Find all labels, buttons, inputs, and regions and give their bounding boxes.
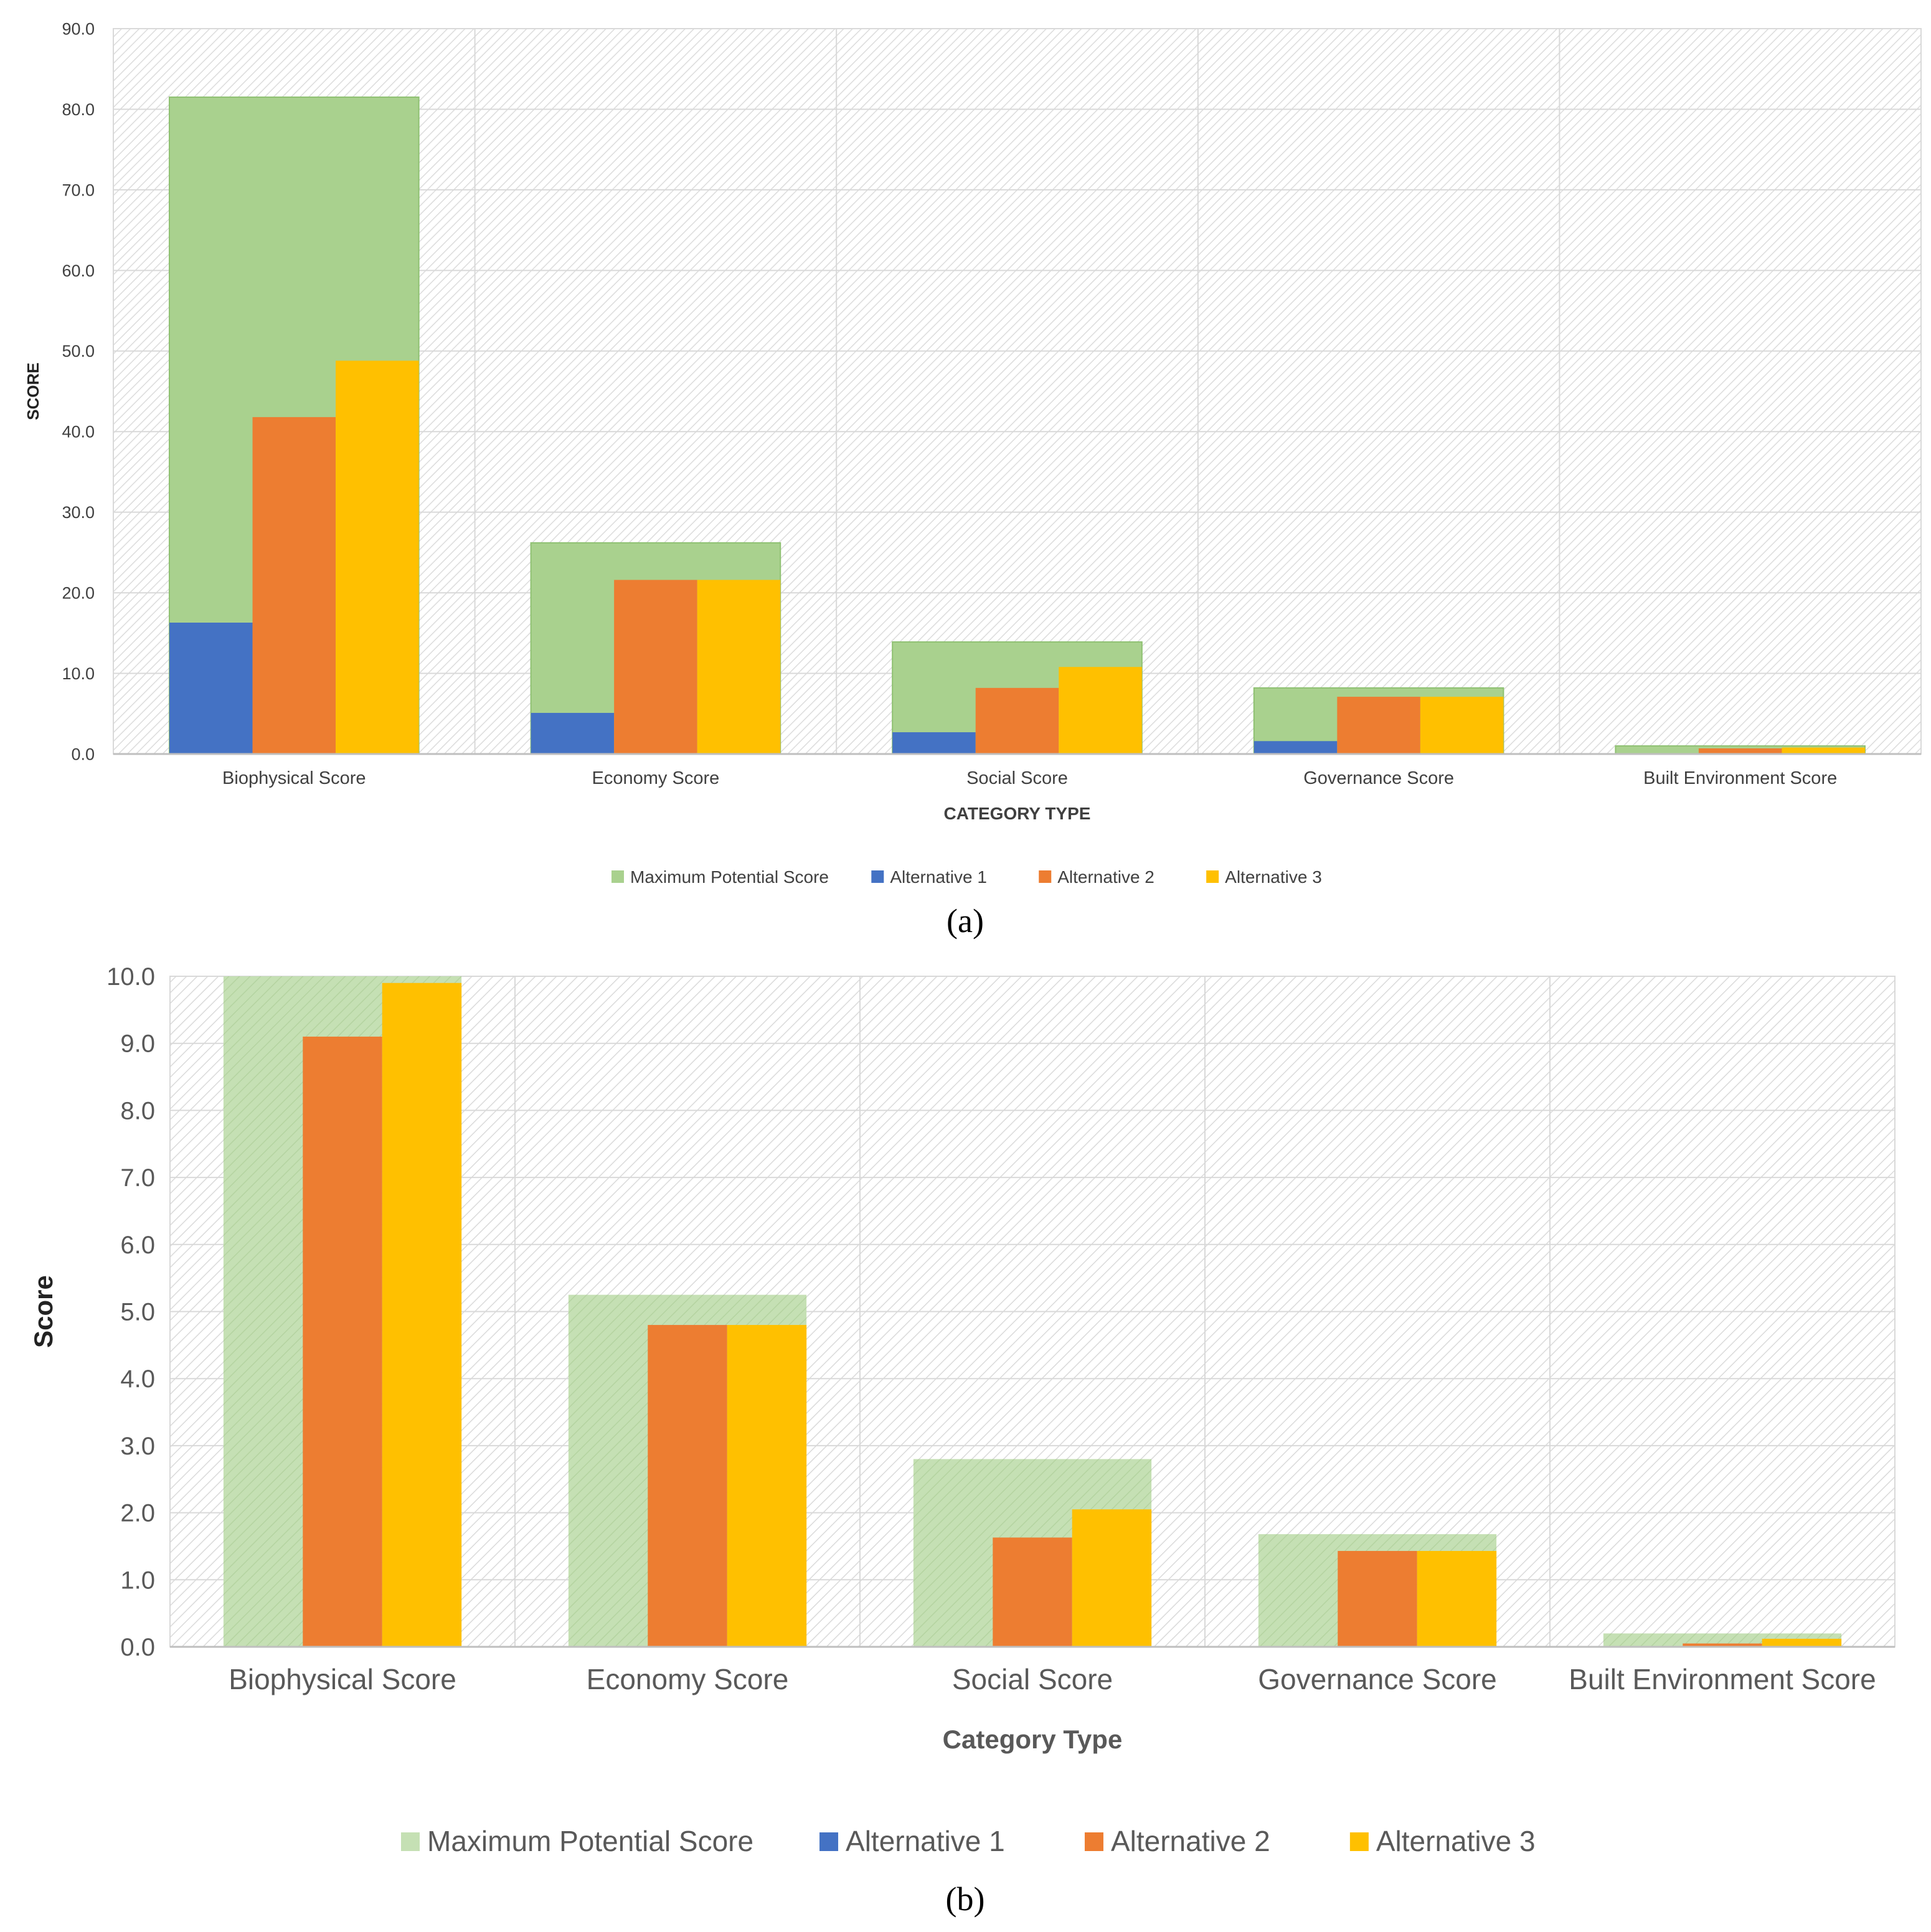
x-axis-title: Category Type — [943, 1725, 1123, 1754]
y-tick-label: 6.0 — [120, 1232, 155, 1259]
chart-panel-b: 0.0 1.0 2.0 3.0 4.0 5.0 6.0 7.0 8.0 9.0 10.0 Biophy… — [29, 963, 1896, 1857]
x-category-label: Biophysical Score — [222, 768, 366, 788]
y-tick-label: 30.0 — [62, 503, 95, 522]
bar-alternative-2-economy-score — [614, 580, 697, 754]
chart-panel-a: 0.0 10.0 20.0 30.0 40.0 50.0 60.0 70.0 80.0 90.0 B… — [24, 19, 1922, 887]
bar-alternative-3-social-score — [1059, 667, 1142, 754]
y-tick-label: 10.0 — [106, 963, 155, 991]
bar-alternative-2-built-environment-score — [1683, 1643, 1762, 1647]
y-tick-label: 4.0 — [120, 1365, 155, 1393]
bar-alternative-3-economy-score — [727, 1325, 807, 1647]
legend-label: Maximum Potential Score — [427, 1825, 753, 1857]
y-tick-label: 5.0 — [120, 1299, 155, 1326]
y-tick-label: 2.0 — [120, 1500, 155, 1527]
y-axis-title: Score — [29, 1275, 58, 1348]
bar-alternative-2-biophysical-score — [303, 1036, 382, 1647]
legend-item-alternative-2: Alternative 2 — [1084, 1825, 1270, 1857]
bar-alternative-1-governance-score — [1253, 741, 1338, 754]
panel-label-a: (a) — [947, 902, 984, 940]
bar-alternative-2-governance-score — [1338, 1550, 1417, 1647]
x-category-label: Built Environment Score — [1569, 1663, 1876, 1695]
x-category-label: Governance Score — [1303, 768, 1454, 788]
bar-alternative-3-governance-score — [1417, 1550, 1497, 1647]
legend-item-alternative-3: Alternative 3 — [1349, 1825, 1536, 1857]
legend-item-alternative-1: Alternative 1 — [871, 867, 987, 887]
y-tick-label: 90.0 — [62, 19, 95, 38]
y-tick-label: 0.0 — [71, 745, 95, 763]
legend-item-maximum-potential-score: Maximum Potential Score — [401, 1825, 753, 1857]
legend-swatch — [1084, 1832, 1103, 1851]
y-tick-label: 8.0 — [120, 1097, 155, 1124]
x-category-label: Social Score — [966, 768, 1068, 788]
x-category-label: Economy Score — [592, 768, 720, 788]
bar-alternative-2-governance-score — [1337, 697, 1420, 754]
bar-alternative-1-economy-score — [531, 712, 615, 754]
bar-alternative-3-built-environment-score — [1762, 1639, 1842, 1647]
bar-alternative-3-economy-score — [697, 580, 781, 754]
bar-alternative-2-biophysical-score — [252, 417, 336, 754]
y-tick-label: 0.0 — [120, 1634, 155, 1661]
bar-alternative-2-social-score — [975, 687, 1059, 754]
y-tick-label: 3.0 — [120, 1433, 155, 1460]
legend-label: Alternative 2 — [1111, 1825, 1270, 1857]
legend-item-alternative-3: Alternative 3 — [1206, 867, 1322, 887]
legend-item-alternative-1: Alternative 1 — [819, 1825, 1005, 1857]
legend-swatch — [871, 870, 884, 883]
bar-alternative-1-social-score — [892, 732, 976, 754]
bar-alternative-3-governance-score — [1420, 697, 1504, 754]
legend-swatch — [611, 870, 624, 883]
legend-swatch — [1039, 870, 1052, 883]
x-category-label: Built Environment Score — [1643, 768, 1837, 788]
x-category-label: Economy Score — [587, 1663, 789, 1695]
panel-label-b: (b) — [946, 1880, 985, 1918]
legend-item-maximum-potential-score: Maximum Potential Score — [611, 867, 829, 887]
legend-label: Alternative 3 — [1225, 867, 1322, 887]
legend-label: Alternative 3 — [1376, 1825, 1536, 1857]
bar-alternative-3-biophysical-score — [382, 982, 462, 1647]
legend-label: Alternative 2 — [1057, 867, 1154, 887]
legend-swatch — [1349, 1832, 1369, 1851]
legend-swatch — [401, 1832, 420, 1851]
bar-alternative-1-biophysical-score — [169, 623, 253, 754]
legend-swatch — [819, 1832, 839, 1851]
y-tick-label: 1.0 — [120, 1567, 155, 1594]
y-tick-label: 10.0 — [62, 664, 95, 683]
x-category-label: Social Score — [952, 1663, 1113, 1695]
y-tick-label: 70.0 — [62, 181, 95, 199]
y-tick-label: 60.0 — [62, 262, 95, 280]
bar-alternative-2-economy-score — [648, 1325, 727, 1647]
x-category-label: Biophysical Score — [229, 1663, 456, 1695]
bar-alternative-3-social-score — [1072, 1509, 1152, 1647]
y-tick-label: 50.0 — [62, 342, 95, 360]
bar-alternative-2-social-score — [993, 1537, 1072, 1647]
y-tick-label: 20.0 — [62, 584, 95, 603]
legend-item-alternative-2: Alternative 2 — [1039, 867, 1154, 887]
bar-alternative-2-built-environment-score — [1698, 748, 1782, 754]
y-tick-label: 40.0 — [62, 423, 95, 441]
y-axis-title: SCORE — [24, 362, 42, 420]
y-tick-label: 9.0 — [120, 1030, 155, 1058]
y-tick-label: 80.0 — [62, 100, 95, 119]
x-category-label: Governance Score — [1258, 1663, 1497, 1695]
legend-label: Alternative 1 — [890, 867, 987, 887]
bar-alternative-3-built-environment-score — [1782, 747, 1866, 754]
legend-label: Maximum Potential Score — [630, 867, 829, 887]
legend-label: Alternative 1 — [846, 1825, 1005, 1857]
y-tick-label: 7.0 — [120, 1164, 155, 1192]
legend-swatch — [1206, 870, 1219, 883]
bar-alternative-3-biophysical-score — [336, 360, 419, 754]
x-axis-title: CATEGORY TYPE — [944, 804, 1091, 823]
